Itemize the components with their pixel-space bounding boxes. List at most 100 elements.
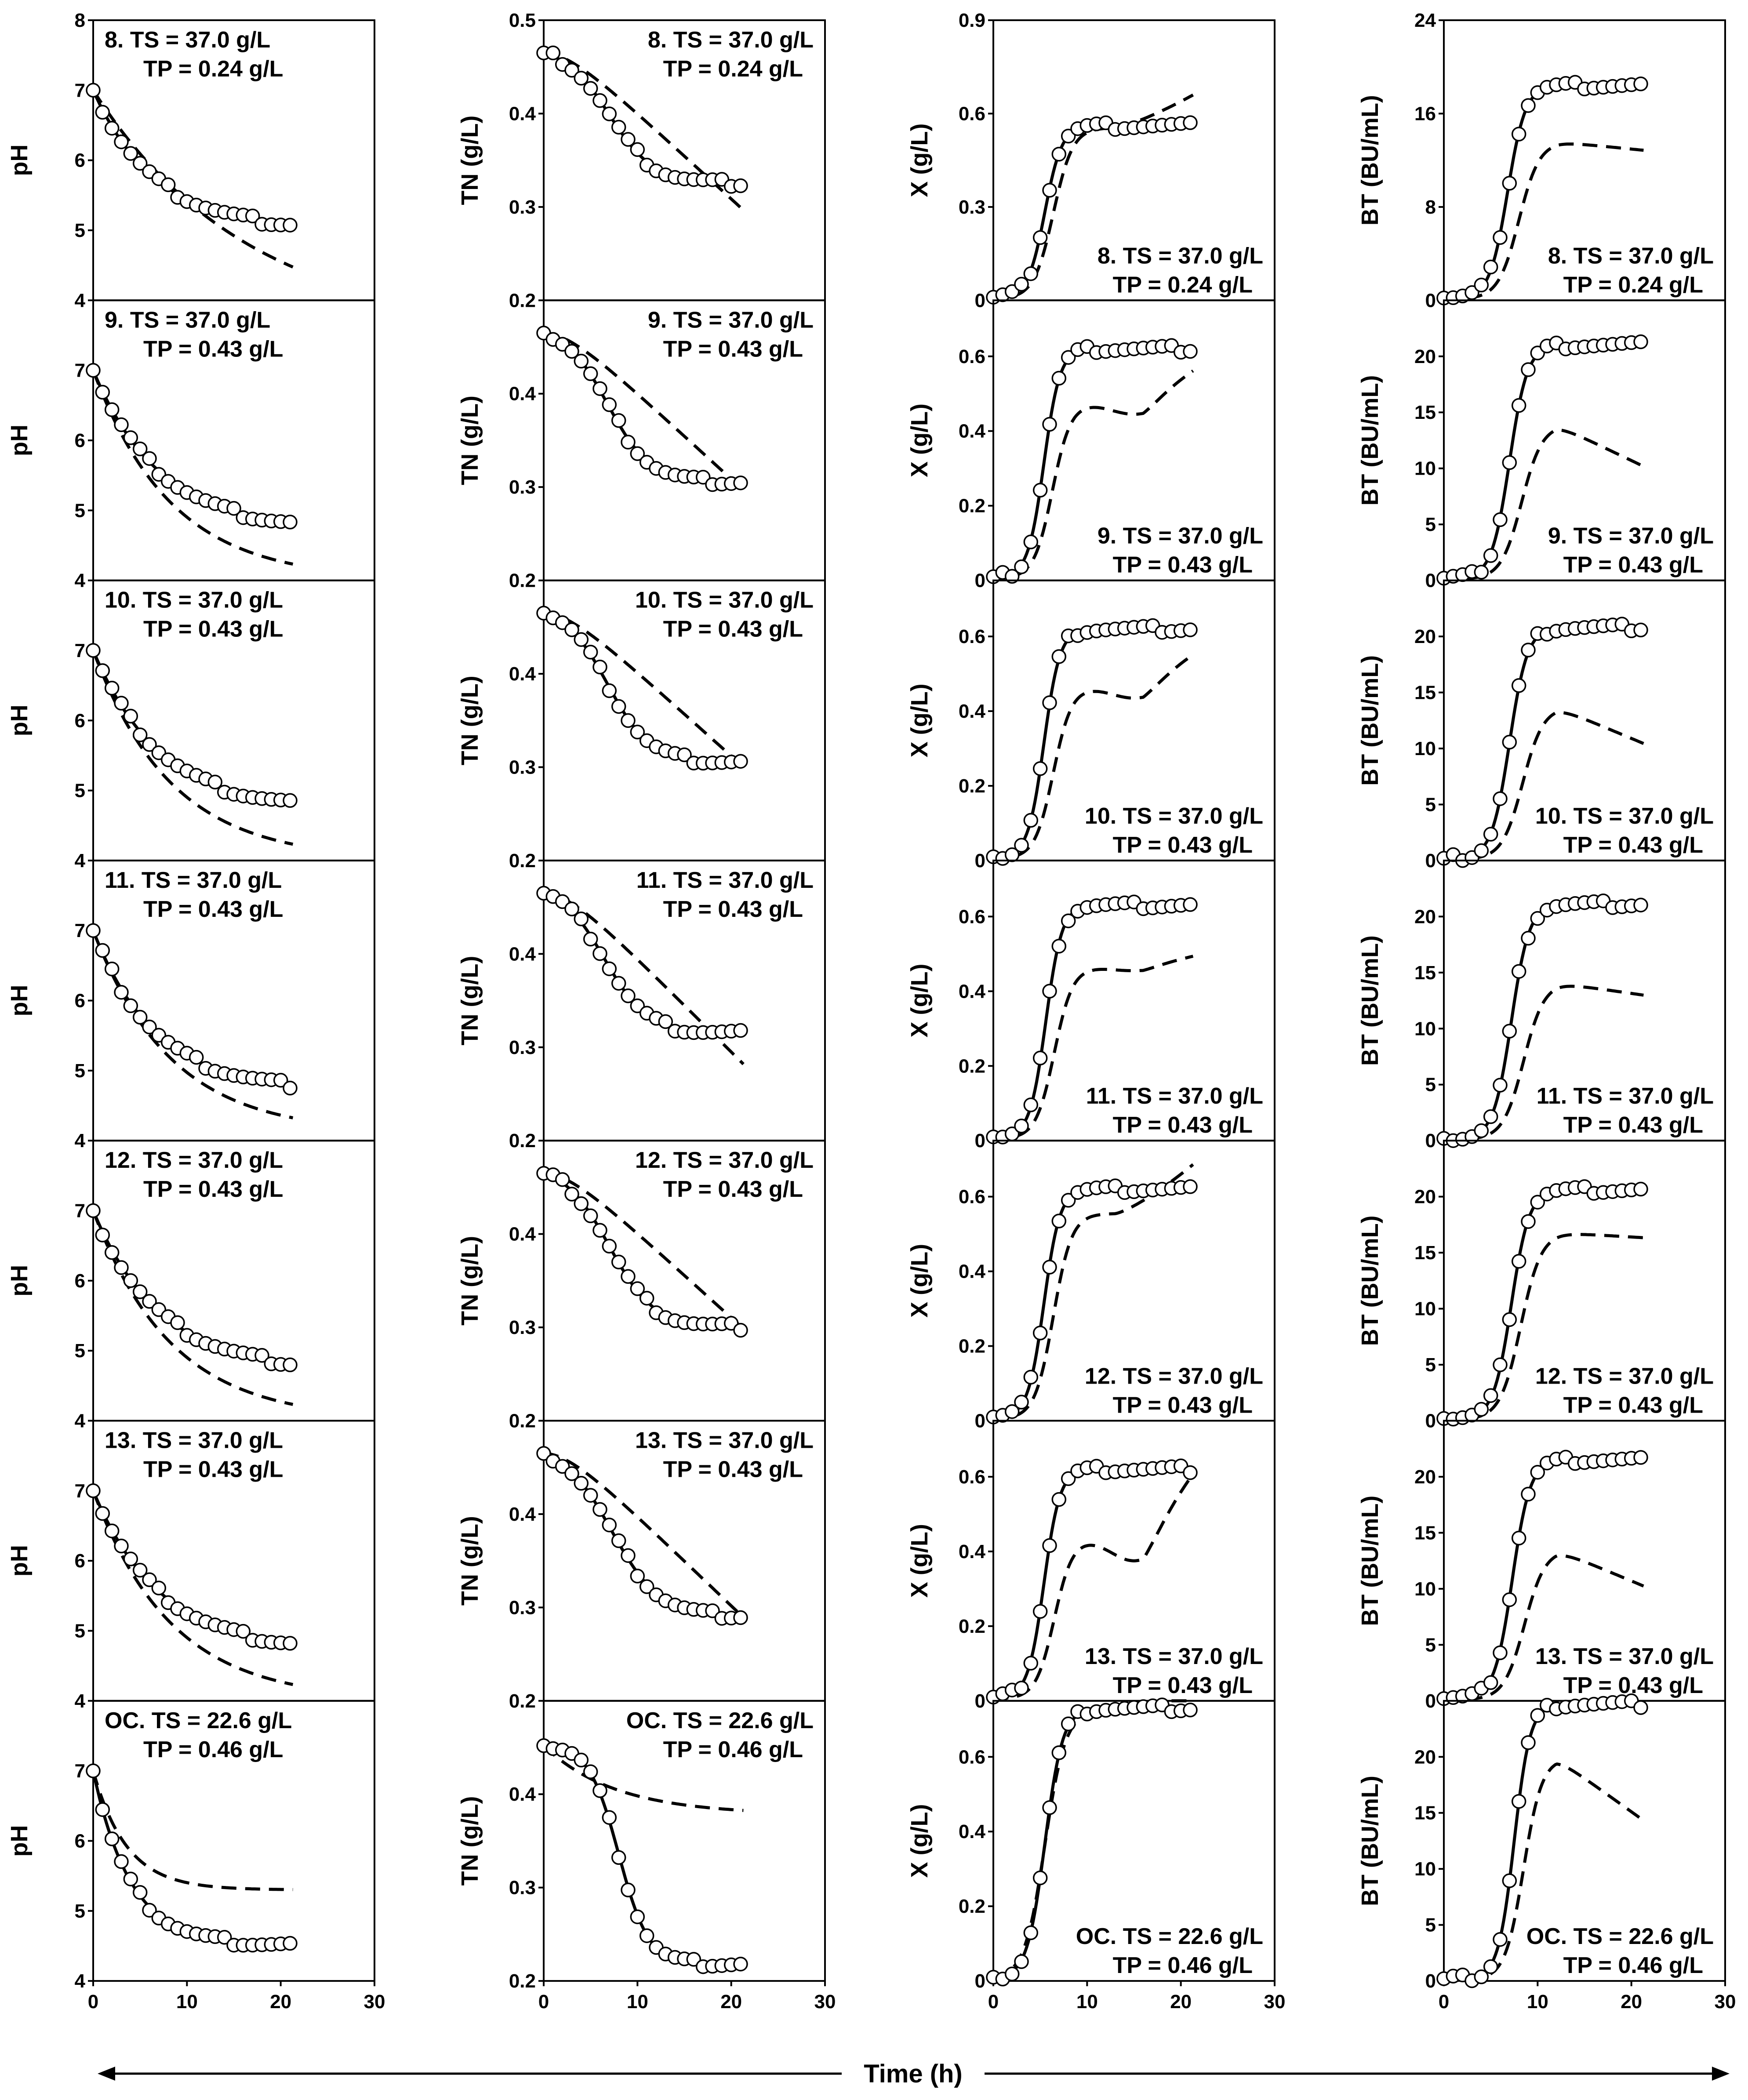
data-point [1483,1675,1498,1690]
data-point [602,1239,617,1254]
data-point [1633,76,1648,91]
y-tick-label: 0 [1425,1130,1436,1152]
data-point [621,1882,636,1897]
data-point [1493,230,1508,245]
y-tick-label: 7 [75,1200,85,1222]
data-point [283,1936,298,1951]
panel-ph-row-2: 4 5 6 7 pH 9. TS = 37.0 g/L TP = 0.43 g/L [6,299,375,592]
y-tick-label: 0.2 [509,1130,536,1152]
condition-label-ts: 10. TS = 37.0 g/L [635,588,814,613]
data-point [611,413,626,428]
data-point [1023,1370,1039,1385]
x-tick-label: 10 [627,1991,648,2013]
y-tick-label: 8 [1425,196,1436,218]
y-tick-label: 6 [75,1830,85,1852]
y-tick-label: 4 [75,1970,86,1992]
data-point [564,622,579,637]
y-tick-label: 10 [1414,1858,1436,1880]
data-point [1042,984,1057,999]
x-tick-label: 0 [1439,1991,1449,2013]
y-tick-label: 24 [1414,10,1436,31]
data-point [602,106,617,121]
data-point [1521,362,1536,377]
data-point [583,1208,598,1224]
panel-frame [543,1700,826,1982]
condition-label-tp: TP = 0.24 g/L [1113,272,1253,298]
y-tick-label: 0.4 [959,1821,986,1842]
y-tick-label: 0 [975,290,985,311]
y-axis-label: BT (BU/mL) [1357,655,1383,786]
y-tick-label: 0.2 [959,775,985,797]
data-point [574,1196,589,1211]
condition-label: 12. TS = 37.0 g/L TP = 0.43 g/L [1085,1364,1263,1418]
prediction-line [92,89,294,269]
y-tick-label: 0.3 [509,1037,536,1058]
y-tick-label: 0 [1425,850,1436,872]
data-point [602,961,617,976]
data-point [1502,1024,1517,1039]
data-point [142,451,157,466]
condition-label-ts: 11. TS = 37.0 g/L [1086,1083,1263,1109]
data-point [733,1023,748,1038]
data-point [86,1483,101,1498]
data-point [132,1010,148,1025]
data-point [142,1294,157,1309]
y-tick-label: 6 [75,150,85,171]
condition-label-tp: TP = 0.43 g/L [143,1177,283,1202]
data-point [564,63,579,78]
data-point [733,1956,748,1972]
data-point [283,1636,298,1651]
y-axis-label: X (g/L) [906,1804,933,1878]
condition-label-ts: 13. TS = 37.0 g/L [1085,1644,1263,1669]
data-point [1633,897,1648,912]
y-tick-label: 0 [975,1970,985,1992]
data-point [123,146,138,161]
y-tick-label: 10 [1414,458,1436,480]
data-point [114,1854,129,1869]
data-point [1521,1735,1536,1750]
data-point [1493,791,1508,806]
data-point [639,1290,654,1306]
data-point [1511,964,1526,979]
data-point [1023,1656,1039,1671]
data-point [574,1752,589,1768]
data-point [611,699,626,714]
x-tick-label: 0 [88,1991,98,2013]
data-point [621,713,636,728]
condition-label: 12. TS = 37.0 g/L TP = 0.43 g/L [635,1148,814,1202]
data-point [1633,622,1648,638]
y-tick-label: 5 [75,780,85,802]
prediction-line [91,1770,293,1891]
data-point [226,501,241,516]
y-tick-label: 16 [1414,103,1436,124]
data-point [583,931,598,947]
prediction-line [543,1452,745,1619]
x-tick-label: 10 [176,1991,198,2013]
data-point [114,696,129,711]
data-point [1042,417,1057,432]
data-point [1633,1181,1648,1197]
data-point [1061,1471,1076,1486]
condition-label: 8. TS = 37.0 g/L TP = 0.24 g/L [1548,243,1714,298]
y-tick-label: 5 [1425,514,1436,535]
condition-label-ts: 12. TS = 37.0 g/L [105,1148,283,1173]
condition-label-ts: OC. TS = 22.6 g/L [105,1708,292,1733]
data-point [1032,1870,1048,1886]
y-tick-label: 0.3 [509,1877,536,1899]
y-tick-label: 4 [75,850,86,872]
y-tick-label: 0 [1425,1690,1436,1712]
data-point [1465,285,1479,300]
condition-label-ts: 9. TS = 37.0 g/L [648,307,814,333]
data-point [1474,565,1489,580]
data-point [658,1014,673,1029]
y-tick-label: 0.6 [959,626,985,647]
data-point [639,1928,654,1943]
data-point [621,1548,636,1563]
panel-x-row-3: 0 0.2 0.4 0.6 X (g/L) 10. TS = 37.0 g/L TP = 0… [906,579,1276,872]
condition-label-tp: TP = 0.46 g/L [143,1737,283,1762]
data-point [1474,277,1489,293]
condition-label-ts: 10. TS = 37.0 g/L [1535,803,1714,829]
y-axis-label: TN (g/L) [457,1236,483,1326]
data-point [1042,695,1057,710]
